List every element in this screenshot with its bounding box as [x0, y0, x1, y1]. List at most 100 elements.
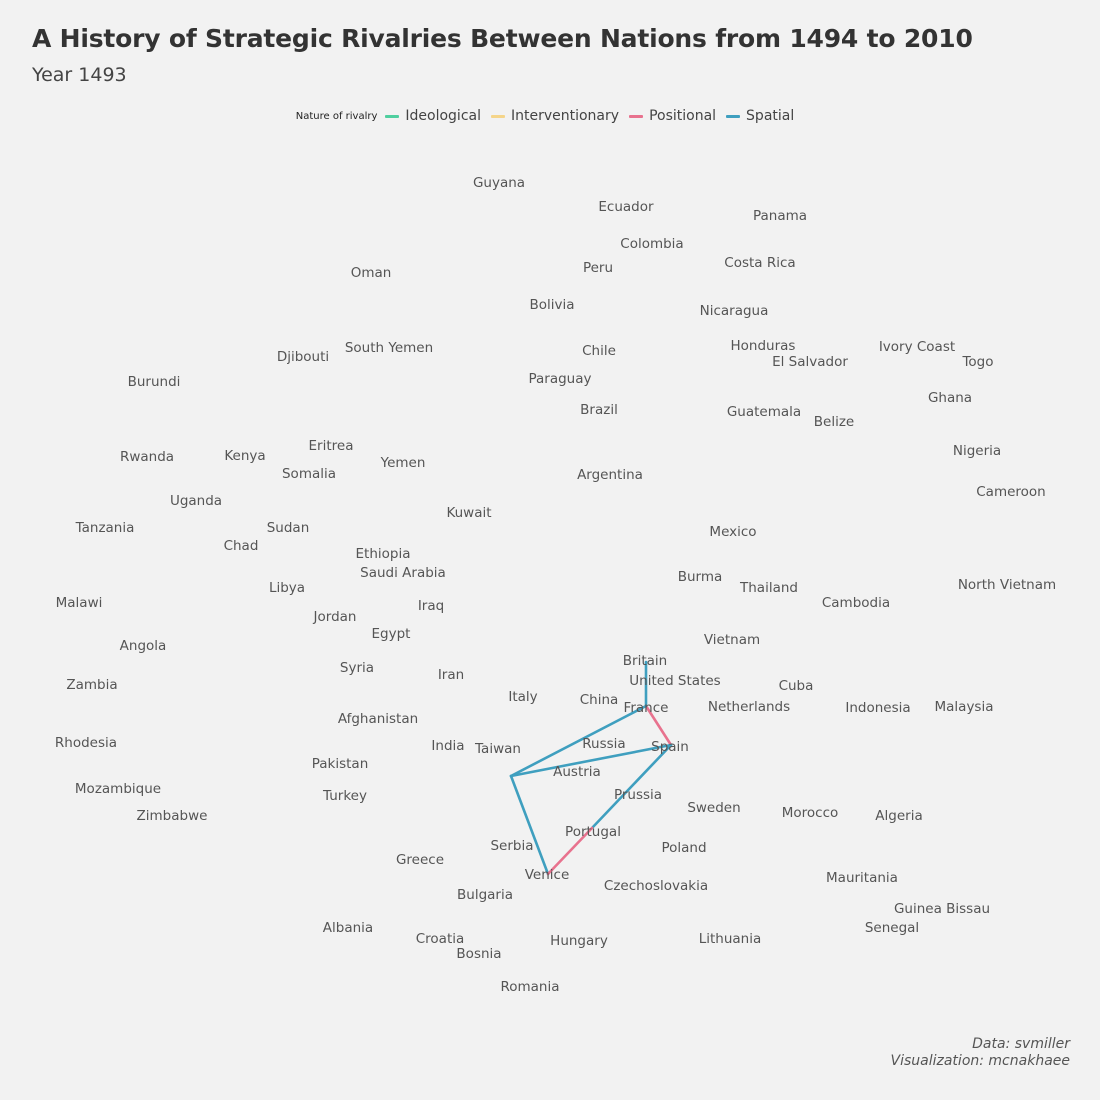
node-label-morocco: Morocco: [782, 805, 839, 821]
nodes-layer: Guyana Ecuador Panama Colombia Oman Peru Costa…: [55, 175, 1056, 995]
node-label-prussia: Prussia: [614, 787, 662, 803]
node-label-libya: Libya: [269, 580, 305, 596]
node-label-bosnia: Bosnia: [456, 946, 501, 962]
node-label-chad: Chad: [224, 538, 259, 554]
node-label-croatia: Croatia: [416, 931, 465, 947]
node-label-china: China: [580, 692, 619, 708]
node-label-costa-rica: Costa Rica: [724, 255, 795, 271]
legend-swatch-spatial: [726, 114, 741, 118]
node-label-senegal: Senegal: [865, 920, 919, 936]
node-label-cameroon: Cameroon: [976, 484, 1045, 500]
node-label-angola: Angola: [120, 638, 167, 654]
legend-label-ideological: Ideological: [405, 108, 481, 124]
node-label-rwanda: Rwanda: [120, 449, 174, 465]
node-label-thailand: Thailand: [739, 580, 798, 596]
node-label-paraguay: Paraguay: [528, 371, 591, 387]
node-label-taiwan: Taiwan: [474, 741, 521, 757]
node-label-burma: Burma: [678, 569, 723, 585]
node-label-yemen: Yemen: [380, 455, 426, 471]
legend-title: Nature of rivalry: [295, 110, 378, 122]
node-label-britain: Britain: [623, 653, 667, 669]
node-label-tanzania: Tanzania: [75, 520, 135, 536]
node-label-zambia: Zambia: [66, 677, 117, 693]
node-label-india: India: [431, 738, 464, 754]
node-label-lithuania: Lithuania: [699, 931, 762, 947]
node-label-malawi: Malawi: [56, 595, 103, 611]
caption-data-source: Data: svmiller: [972, 1036, 1070, 1052]
legend-swatch-positional: [629, 114, 644, 118]
legend-item-ideological: Ideological: [385, 108, 481, 124]
chart-subtitle: Year 1493: [32, 64, 127, 86]
node-label-czechoslovakia: Czechoslovakia: [604, 878, 708, 894]
node-label-belize: Belize: [814, 414, 854, 430]
node-label-romania: Romania: [500, 979, 559, 995]
node-label-guatemala: Guatemala: [727, 404, 801, 420]
edge-portugal-venice: [546, 826, 594, 876]
edge-spain-austria: [509, 743, 673, 778]
node-label-italy: Italy: [508, 689, 537, 705]
node-label-united-states: United States: [629, 673, 720, 689]
legend-label-positional: Positional: [649, 108, 717, 124]
node-label-iraq: Iraq: [418, 598, 444, 614]
node-label-spain: Spain: [651, 739, 689, 755]
node-label-nigeria: Nigeria: [953, 443, 1001, 459]
node-label-colombia: Colombia: [620, 236, 683, 252]
node-label-oman: Oman: [351, 265, 392, 281]
node-label-greece: Greece: [396, 852, 444, 868]
legend-swatch-ideological: [385, 114, 400, 118]
node-label-north-vietnam: North Vietnam: [958, 577, 1056, 593]
node-label-guyana: Guyana: [473, 175, 525, 191]
node-label-kenya: Kenya: [224, 448, 265, 464]
node-label-malaysia: Malaysia: [935, 699, 994, 715]
node-label-algeria: Algeria: [875, 808, 922, 824]
edge-france-austria: [509, 704, 648, 778]
legend-label-spatial: Spatial: [746, 108, 795, 124]
node-label-djibouti: Djibouti: [277, 349, 329, 365]
node-label-saudi-arabia: Saudi Arabia: [360, 565, 446, 581]
chart-title: A History of Strategic Rivalries Between…: [32, 24, 973, 53]
node-label-iran: Iran: [438, 667, 464, 683]
edge-france-spain: [644, 704, 673, 747]
node-label-sweden: Sweden: [687, 800, 740, 816]
node-label-france: France: [624, 700, 669, 716]
node-label-nicaragua: Nicaragua: [700, 303, 769, 319]
caption: Data: svmiller Visualization: mcnakhaee: [891, 1036, 1070, 1070]
legend: Nature of rivalry Ideological Interventi…: [0, 108, 1100, 124]
node-label-netherlands: Netherlands: [708, 699, 790, 715]
node-label-portugal: Portugal: [565, 824, 621, 840]
legend-swatch-interventionary: [490, 114, 505, 118]
node-label-albania: Albania: [323, 920, 373, 936]
node-label-togo: Togo: [961, 354, 993, 370]
node-label-poland: Poland: [661, 840, 706, 856]
node-label-russia: Russia: [582, 736, 625, 752]
node-label-burundi: Burundi: [128, 374, 181, 390]
node-label-peru: Peru: [583, 260, 613, 276]
node-label-uganda: Uganda: [170, 493, 222, 509]
node-label-panama: Panama: [753, 208, 807, 224]
node-label-cambodia: Cambodia: [822, 595, 890, 611]
node-label-mexico: Mexico: [709, 524, 756, 540]
node-label-hungary: Hungary: [550, 933, 608, 949]
node-label-jordan: Jordan: [313, 609, 357, 625]
node-label-syria: Syria: [340, 660, 374, 676]
node-label-zimbabwe: Zimbabwe: [137, 808, 208, 824]
edges-layer: [509, 660, 673, 876]
node-label-serbia: Serbia: [490, 838, 533, 854]
node-label-ghana: Ghana: [928, 390, 972, 406]
node-label-afghanistan: Afghanistan: [338, 711, 418, 727]
node-label-ecuador: Ecuador: [598, 199, 654, 215]
caption-visualization-credit: Visualization: mcnakhaee: [890, 1053, 1070, 1069]
node-label-bolivia: Bolivia: [529, 297, 574, 313]
node-label-somalia: Somalia: [282, 466, 336, 482]
node-label-rhodesia: Rhodesia: [55, 735, 117, 751]
node-label-brazil: Brazil: [580, 402, 618, 418]
node-label-egypt: Egypt: [372, 626, 411, 642]
node-label-chile: Chile: [582, 343, 616, 359]
legend-label-interventionary: Interventionary: [510, 108, 620, 124]
node-label-south-yemen: South Yemen: [345, 340, 433, 356]
legend-item-spatial: Spatial: [726, 108, 794, 124]
node-label-venice: Venice: [525, 867, 570, 883]
node-label-ivory-coast: Ivory Coast: [879, 339, 955, 355]
node-label-pakistan: Pakistan: [312, 756, 369, 772]
